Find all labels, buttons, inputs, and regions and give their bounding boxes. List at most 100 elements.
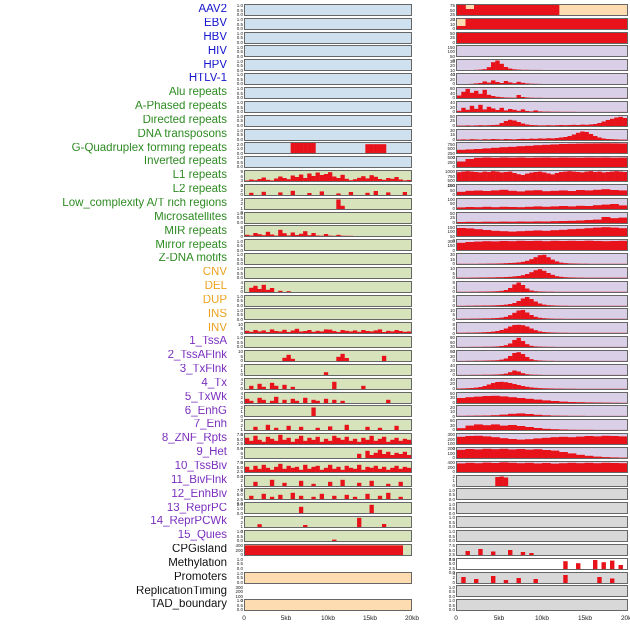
track-row: Inverted repeats 1.0 0.5 0.0 500 250 0 bbox=[0, 155, 630, 169]
y-tick-label: 4 bbox=[240, 376, 243, 382]
y-axis-ticks: 150 100 50 0 bbox=[442, 45, 456, 63]
track-plot-left bbox=[244, 31, 412, 44]
y-tick-label: 5 bbox=[452, 270, 455, 276]
y-tick-label: 0 bbox=[240, 598, 243, 604]
y-tick-label: 6 bbox=[240, 224, 243, 230]
y-axis-ticks: 40 20 0 bbox=[442, 73, 456, 86]
y-tick-label: 0.5 bbox=[448, 533, 455, 539]
track-plot-left bbox=[244, 197, 412, 210]
y-tick-label: 1.0 bbox=[236, 529, 243, 535]
track-label: Directed repeats bbox=[142, 114, 227, 126]
y-tick-label: 1.0 bbox=[236, 335, 243, 341]
y-tick-label: 5.0 bbox=[236, 464, 243, 470]
track-plot-right bbox=[456, 543, 628, 556]
y-tick-label: 500 bbox=[447, 146, 455, 152]
y-tick-label: 0.0 bbox=[236, 150, 243, 156]
y-tick-label: 5 bbox=[452, 312, 455, 318]
y-tick-label: 3 bbox=[240, 229, 243, 235]
track-row: 12_EnhBiv 7.5 5.0 2.5 0.0 1.0 0.5 0.0 bbox=[0, 487, 630, 506]
y-tick-label: 0.0 bbox=[448, 556, 455, 562]
track-label: INV bbox=[207, 322, 227, 334]
y-tick-label: 0 bbox=[240, 210, 243, 216]
y-axis-ticks: 300 150 0 bbox=[442, 239, 456, 252]
y-tick-label: 7.5 bbox=[236, 487, 243, 493]
track-plot-right bbox=[456, 253, 628, 266]
y-tick-label: 0 bbox=[452, 579, 455, 585]
track-label: 8_ZNF_Rpts bbox=[161, 433, 227, 445]
y-tick-label: 100 bbox=[447, 441, 455, 447]
y-tick-label: 30 bbox=[449, 127, 455, 133]
track-plot-right bbox=[456, 405, 628, 418]
track-plot-left bbox=[244, 322, 412, 335]
track-bars bbox=[495, 476, 509, 486]
track-bars bbox=[457, 296, 627, 306]
track-plot-left bbox=[244, 529, 412, 542]
track-label: ReplicationTiming bbox=[136, 585, 227, 597]
y-axis-ticks: 7.5 5.0 2.5 0.0 bbox=[230, 460, 244, 478]
track-bars bbox=[457, 254, 627, 265]
y-tick-label: 0.0 bbox=[236, 510, 243, 516]
y-tick-label: 0.0 bbox=[236, 579, 243, 585]
y-tick-label: 0.5 bbox=[236, 49, 243, 55]
y-tick-label: 0.0 bbox=[236, 344, 243, 350]
track-bars bbox=[249, 190, 408, 195]
y-tick-label: 0.5 bbox=[236, 602, 243, 608]
y-axis-ticks: 500 250 0 bbox=[442, 156, 456, 169]
y-tick-label: 10 bbox=[449, 409, 455, 415]
track-bars bbox=[457, 240, 627, 251]
track-plot-left bbox=[244, 253, 412, 266]
y-axis-ticks: 75 50 25 0 bbox=[442, 4, 456, 22]
x-tick-label: 10kb bbox=[534, 615, 550, 623]
track-plot-left bbox=[244, 363, 412, 376]
y-tick-label: 7.5 bbox=[236, 460, 243, 466]
track-row: 3_TxFlnk 2 1 0 40 20 0 bbox=[0, 363, 630, 377]
y-tick-label: 0 bbox=[452, 95, 455, 101]
y-tick-label: 1.0 bbox=[236, 127, 243, 133]
y-tick-label: 0.5 bbox=[236, 132, 243, 138]
track-label: 2_TssAFlnk bbox=[167, 350, 227, 362]
y-tick-label: 2.0 bbox=[236, 501, 243, 507]
track-row: 5_TxWk 4 2 0 60 30 0 bbox=[0, 391, 630, 405]
y-tick-label: 500 bbox=[447, 178, 455, 184]
y-tick-label: 5 bbox=[240, 353, 243, 359]
track-plot-right bbox=[456, 100, 628, 113]
track-row: Directed repeats 1.0 0.5 0.0 50 25 0 bbox=[0, 114, 630, 128]
track-plot-right bbox=[456, 433, 628, 446]
y-tick-label: 100 bbox=[447, 49, 455, 55]
track-row: 9_Het 9 6 3 0 200 100 0 bbox=[0, 446, 630, 464]
y-axis-ticks: 60 30 0 bbox=[442, 419, 456, 432]
y-tick-label: 2.0 bbox=[236, 141, 243, 147]
y-tick-label: 0 bbox=[240, 182, 243, 188]
track-bars bbox=[563, 559, 623, 569]
y-tick-label: 90 bbox=[449, 335, 455, 341]
track-plot-right bbox=[456, 170, 628, 183]
track-plot-right bbox=[456, 516, 628, 529]
track-bars bbox=[323, 372, 329, 375]
track-row: Microsatellites 1.0 0.5 0.0 50 25 0 bbox=[0, 211, 630, 225]
y-tick-label: 4 bbox=[240, 280, 243, 286]
track-bars bbox=[457, 104, 627, 112]
y-tick-label: 20 bbox=[449, 17, 455, 23]
track-label: 11_BivFlnk bbox=[170, 474, 227, 486]
track-bars bbox=[457, 18, 627, 29]
track-plot-left bbox=[244, 571, 412, 584]
track-row: ReplicationTiming 300 200 100 0 1.0 0.5 0.0 bbox=[0, 584, 630, 603]
track-bars bbox=[245, 396, 391, 403]
track-plot-right bbox=[456, 322, 628, 335]
y-tick-label: 0.0 bbox=[448, 496, 455, 502]
y-axis-ticks: 150 100 50 0 bbox=[442, 225, 456, 243]
track-plot-left bbox=[244, 474, 412, 487]
y-axis-ticks: 7.5 5.0 2.5 0.0 bbox=[230, 487, 244, 506]
y-tick-label: 0 bbox=[240, 399, 243, 405]
track-bars bbox=[469, 80, 543, 85]
track-label: 15_Quies bbox=[177, 530, 227, 542]
y-tick-label: 0 bbox=[452, 482, 455, 488]
y-axis-ticks: 1.0 0.5 0.0 bbox=[230, 101, 244, 114]
y-tick-label: 2 bbox=[240, 381, 243, 387]
y-tick-label: 0.0 bbox=[236, 122, 243, 128]
